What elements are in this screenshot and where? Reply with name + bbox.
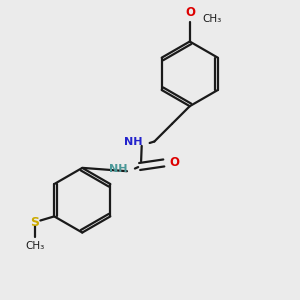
Text: S: S — [31, 216, 40, 230]
Text: CH₃: CH₃ — [202, 14, 221, 24]
Text: O: O — [170, 156, 180, 169]
Text: NH: NH — [124, 137, 142, 147]
Text: O: O — [185, 6, 195, 19]
Text: CH₃: CH₃ — [26, 242, 45, 251]
Text: NH: NH — [110, 164, 128, 174]
